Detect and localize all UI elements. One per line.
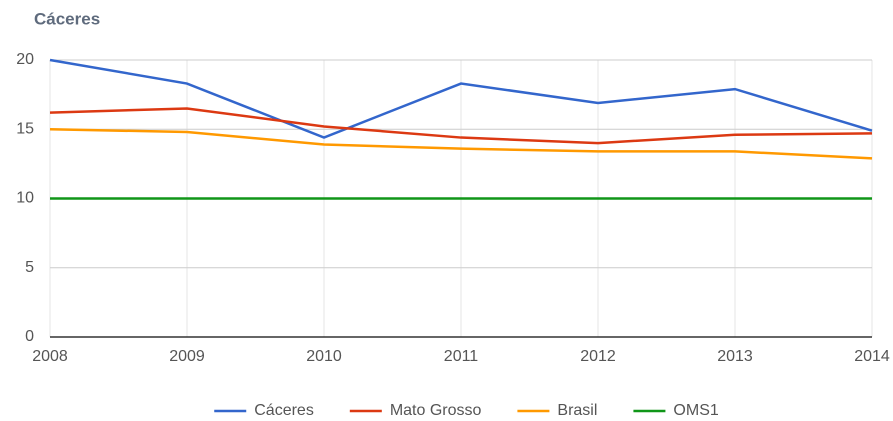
x-tick-label: 2014: [854, 348, 890, 365]
legend-label: OMS1: [673, 402, 718, 419]
series-line: [49, 128, 873, 160]
x-tick-label: 2012: [580, 348, 616, 365]
chart-title: Cáceres: [34, 9, 100, 28]
y-tick-label: 15: [16, 120, 34, 137]
series-line: [49, 107, 873, 145]
series-line: [49, 58, 873, 139]
y-tick-label: 5: [25, 259, 34, 276]
legend-label: Cáceres: [254, 402, 314, 419]
x-tick-label: 2013: [717, 348, 753, 365]
y-tick-label: 20: [16, 51, 34, 68]
x-tick-label: 2011: [444, 348, 479, 365]
legend-label: Brasil: [557, 402, 597, 419]
x-tick-label: 2009: [169, 348, 205, 365]
legend-label: Mato Grosso: [390, 402, 482, 419]
y-tick-label: 0: [25, 328, 34, 345]
y-tick-label: 10: [16, 190, 34, 207]
legend: Cáceres Mato Grosso Brasil OMS1: [214, 402, 719, 419]
x-tick-label: 2010: [306, 348, 342, 365]
x-tick-label: 2008: [32, 348, 68, 365]
